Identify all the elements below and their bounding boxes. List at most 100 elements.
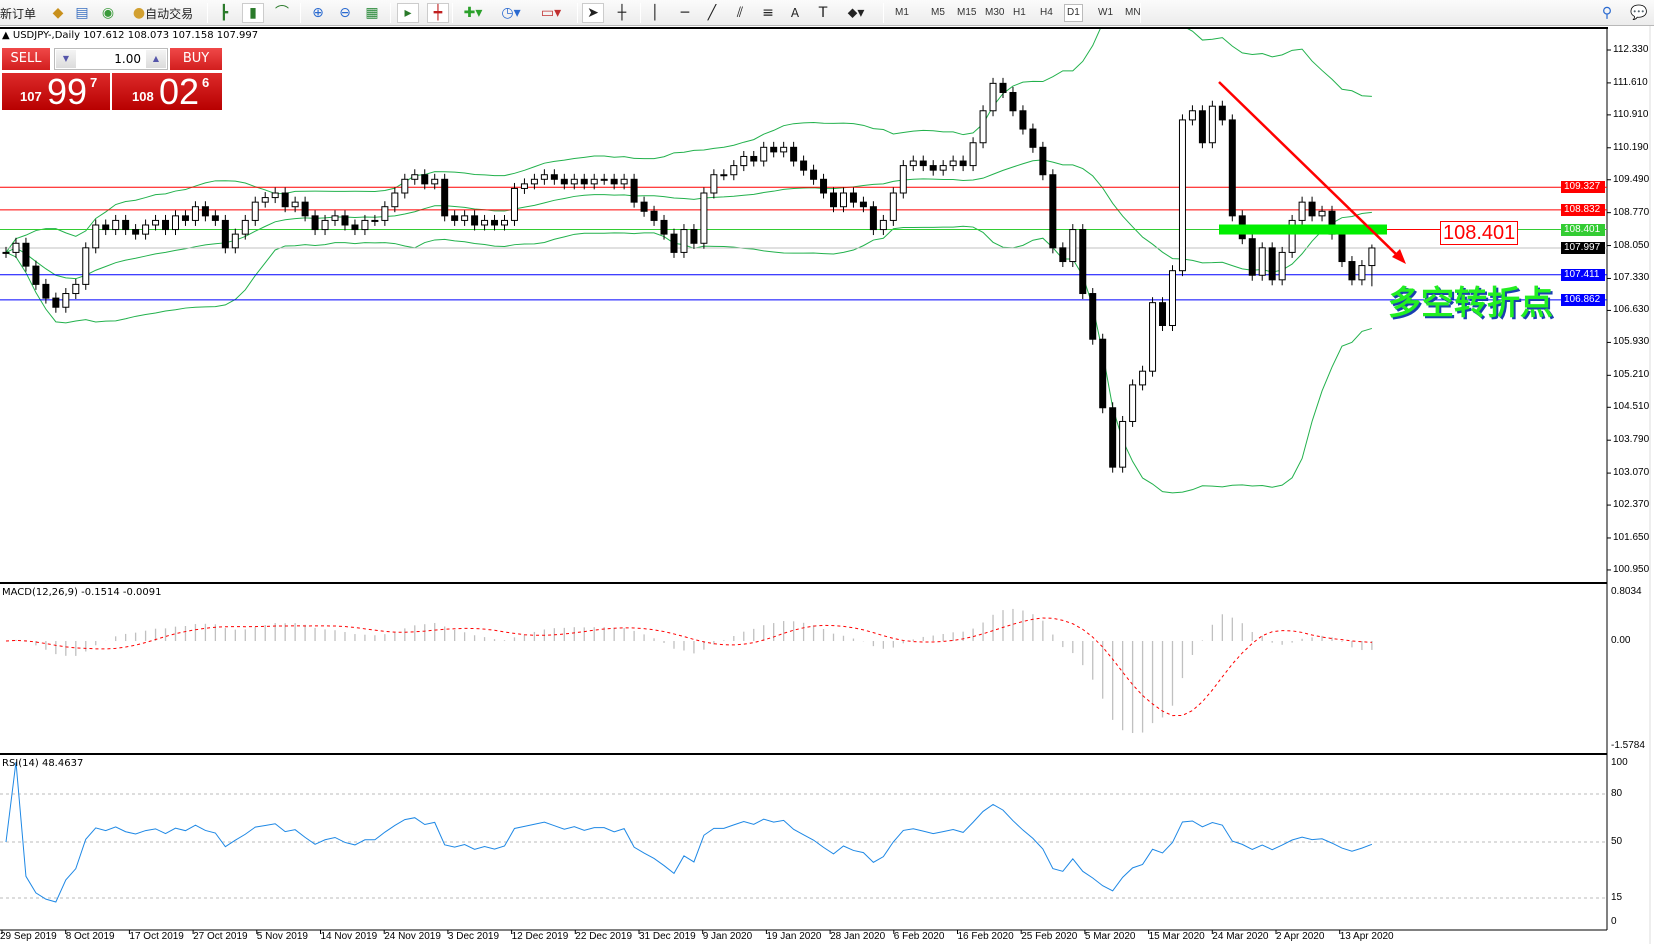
bear-candle [451,215,459,221]
bear-candle [550,174,558,180]
market-watch-icon[interactable]: ◆ [52,5,64,21]
navigator-icon[interactable]: ▤ [75,5,89,21]
lot-increase-button[interactable]: ▲ [146,50,166,68]
bear-candle [211,215,219,221]
bull-candle [540,174,548,180]
vertical-line-icon[interactable]: │ [650,5,660,21]
search-icon[interactable]: ⚲ [1601,5,1613,21]
text-label-icon[interactable]: T [818,5,828,21]
zoom-in-icon[interactable]: ⊕ [312,5,324,21]
bar-chart-icon[interactable]: ┣ [219,5,229,21]
trendline-icon[interactable]: ╱ [707,5,717,21]
bull-candle [1318,210,1326,217]
periods-icon[interactable]: ◷▾ [501,5,521,21]
bear-candle [770,146,778,153]
price-axis-label: 105.210 [1613,369,1650,381]
timeframe-m5[interactable]: M5 [931,7,945,18]
lot-size-input[interactable]: 1.00 [114,52,141,66]
date-axis-label: 24 Mar 2020 [1212,931,1269,942]
price-axis-label: 107.330 [1613,272,1650,284]
lot-size-stepper[interactable]: ▼ 1.00 ▲ [54,48,168,70]
timeframe-d1[interactable]: D1 [1064,4,1083,22]
macd-axis-label: 0.8034 [1611,586,1642,597]
zoom-out-icon[interactable]: ⊖ [339,5,351,21]
price-level-tag: 107.997 [1561,241,1605,254]
bollinger-upper [5,29,1372,253]
bull-candle [530,178,538,185]
bear-candle [42,283,50,299]
bull-candle [839,192,847,208]
bull-candle [411,174,419,180]
bear-candle [421,174,429,185]
bear-candle [800,160,808,171]
bear-candle [1198,110,1206,144]
bear-candle [580,178,588,185]
buy-button[interactable]: BUY [170,48,222,72]
price-axis-label: 102.370 [1613,499,1650,511]
bull-candle [461,215,469,221]
chart-shift-icon[interactable]: ┿ [427,3,449,23]
level-annotation-label[interactable]: 108.401 [1440,221,1519,245]
chart-window[interactable] [0,27,1608,931]
sell-price[interactable]: 107 99 7 [2,71,110,112]
indicators-icon[interactable]: ✚▾ [463,5,483,21]
bull-candle [1139,370,1147,386]
bear-candle [630,178,638,203]
timeframe-mn[interactable]: MN [1125,7,1141,18]
bear-candle [929,165,937,171]
turning-point-annotation[interactable]: 多空转折点 [1388,283,1553,322]
macd-signal-line [5,617,1372,717]
bear-candle [491,219,499,226]
timeframe-m15[interactable]: M15 [957,7,977,18]
auto-trading-button[interactable]: ● 自动交易 [126,3,200,23]
equidistant-channel-icon[interactable]: ⫽ [736,5,744,21]
bull-candle [381,206,389,221]
chat-icon[interactable]: 💬 [1630,5,1648,21]
collapse-arrow-icon[interactable]: ▲ [2,30,13,41]
bull-candle [251,201,259,221]
bear-candle [650,210,658,221]
new-order-label: 新订单 [0,6,37,21]
macd-axis-label: -1.5784 [1611,740,1645,751]
bull-candle [520,183,528,189]
bull-candle [481,219,489,226]
date-axis-label: 2 Apr 2020 [1276,931,1325,942]
bollinger-lower [5,225,1373,494]
timeframe-h4[interactable]: H4 [1040,7,1053,18]
tile-windows-icon[interactable]: ▦ [365,5,379,21]
timeframe-m30[interactable]: M30 [985,7,1005,18]
cursor-icon[interactable]: ➤ [582,3,604,23]
signals-icon[interactable]: ◉ [101,5,115,21]
bear-candle [610,178,618,185]
text-icon[interactable]: A [790,6,800,20]
bull-candle [331,215,339,221]
crosshair-icon[interactable]: ┼ [617,5,627,21]
line-chart-icon[interactable]: ⌒ [275,5,289,21]
bear-candle [122,219,130,231]
date-axis-label: 25 Feb 2020 [1021,931,1078,942]
lot-decrease-button[interactable]: ▼ [56,50,76,68]
date-axis-label: 29 Sep 2019 [0,931,57,942]
price-axis-label: 106.630 [1613,304,1650,316]
arrows-icon[interactable]: ⬥▾ [847,5,865,21]
autoscroll-icon[interactable]: ▸ [397,3,419,23]
fibonacci-icon[interactable]: ≡ [762,5,774,21]
bull-candle [1188,110,1196,121]
buy-price[interactable]: 108 02 6 [112,71,222,112]
bull-candle [361,219,369,231]
candlestick-icon[interactable]: ▮ [242,3,264,23]
sell-button[interactable]: SELL [2,48,50,72]
timeframe-m1[interactable]: M1 [895,7,909,18]
bull-candle [1168,270,1176,327]
timeframe-w1[interactable]: W1 [1098,7,1113,18]
horizontal-line-icon[interactable]: ─ [680,5,690,21]
bear-candle [1099,338,1107,409]
price-level-tag: 108.401 [1561,223,1605,236]
timeframe-h1[interactable]: H1 [1013,7,1026,18]
bull-candle [969,142,977,167]
templates-icon[interactable]: ▭▾ [540,5,562,21]
new-order-button[interactable]: 新订单 [0,3,36,23]
bear-candle [959,160,967,167]
bear-candle [1338,233,1346,263]
